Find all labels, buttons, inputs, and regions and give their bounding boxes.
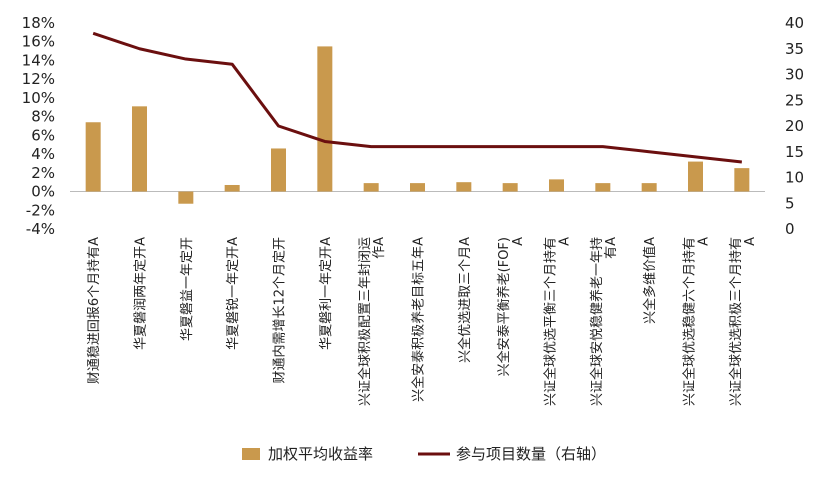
legend-swatch-bar: [242, 448, 260, 460]
left-axis-tick-label: -4%: [26, 220, 55, 238]
category-label: 兴证全球优选积极三个月持有 A: [728, 237, 758, 406]
category-label-line: 华夏磐润两年定开A: [134, 237, 149, 350]
category-label: 兴证全球积极配置三年封闭运 作A: [357, 237, 387, 406]
left-axis-tick-label: 12%: [22, 70, 55, 88]
category-label-line: 兴全优选进取三个月A: [457, 237, 473, 363]
category-label-line: 兴全安泰积极养老目标五年A: [411, 237, 427, 402]
category-label-line: 华夏磐益一年定开: [180, 237, 195, 341]
right-axis-tick-label: 0: [785, 220, 795, 238]
category-label: 兴证全球优选稳健六个月持有 A: [682, 237, 712, 406]
category-label: 兴证全球安悦稳健养老一年持 有A: [589, 237, 619, 406]
bar: [271, 148, 286, 192]
category-label-line: 兴证全球积极配置三年封闭运: [357, 237, 373, 406]
series-line: [92, 31, 742, 164]
legend: 加权平均收益率 参与项目数量（右轴）: [242, 445, 606, 463]
right-axis-tick-label: 25: [785, 91, 804, 109]
category-label-line: 兴证全球安悦稳健养老一年持: [589, 237, 605, 406]
category-label-line: 财通稳进回报6个月持有A: [86, 237, 102, 384]
category-label-line: 兴证全球优选稳健六个月持有: [682, 237, 698, 406]
left-axis-tick-label: 18%: [22, 14, 55, 32]
category-label: 财通稳进回报6个月持有A: [86, 237, 102, 384]
category-label: 华夏磐润两年定开A: [134, 237, 149, 350]
category-label: 兴证全球优选平衡三个月持有 A: [543, 237, 573, 406]
category-label-line: 作A: [372, 237, 387, 259]
left-axis-tick-label: 16%: [22, 33, 55, 51]
category-label: 兴全优选进取三个月A: [457, 237, 473, 363]
bar: [688, 161, 703, 192]
right-axis-tick-label: 20: [785, 117, 804, 135]
legend-label-bar: 加权平均收益率: [268, 445, 373, 463]
category-label: 华夏磐益一年定开: [180, 237, 195, 341]
left-axis-tick-label: 6%: [31, 126, 55, 144]
bar: [410, 183, 425, 192]
category-label: 华夏磐利一年定开A: [319, 237, 334, 350]
right-y-axis: 0 5 10 15 20 25 30 35 40: [785, 14, 804, 238]
category-label: 兴全安泰平衡养老(FOF) A: [496, 237, 526, 376]
right-axis-tick-label: 40: [785, 14, 804, 32]
bar: [317, 46, 333, 192]
bar: [363, 183, 379, 192]
category-label-line: 兴全安泰平衡养老(FOF): [496, 237, 512, 376]
category-label-line: A: [743, 237, 758, 246]
left-axis-tick-label: 0%: [31, 183, 55, 201]
left-y-axis: -4%-2%0%2%4%6%8%10%12%14%16%18%: [22, 14, 55, 238]
bar: [502, 183, 518, 192]
right-axis-tick-label: 35: [785, 40, 804, 58]
category-label-line: A: [558, 237, 573, 246]
category-label-line: 财通内需增长12个月定开: [272, 237, 288, 384]
right-axis-tick-label: 30: [785, 66, 804, 84]
bar: [456, 182, 472, 192]
right-axis-tick-label: 5: [785, 194, 795, 212]
left-axis-tick-label: 10%: [22, 89, 55, 107]
category-label-line: 兴全多维价值A: [642, 237, 658, 324]
line-series-project-count: [92, 31, 742, 164]
bar: [734, 168, 750, 192]
left-axis-tick-label: -2%: [26, 201, 55, 219]
right-axis-tick-label: 15: [785, 143, 804, 161]
category-label: 华夏磐锐一年定开A: [226, 237, 241, 350]
bar: [132, 106, 147, 192]
category-labels: 财通稳进回报6个月持有A 华夏磐润两年定开A 华夏磐益一年定开 华夏磐锐一年定开A 财通…: [86, 237, 758, 406]
category-label: 财通内需增长12个月定开: [272, 237, 288, 384]
bar: [549, 179, 564, 192]
bar: [595, 183, 611, 192]
bar: [641, 183, 657, 192]
category-label-line: 有A: [604, 237, 619, 259]
category-label-line: A: [697, 237, 712, 246]
bar: [224, 184, 240, 192]
category-label: 兴全多维价值A: [642, 237, 658, 324]
category-label: 兴全安泰积极养老目标五年A: [411, 237, 427, 402]
bar: [178, 191, 194, 204]
category-label-line: 兴证全球优选积极三个月持有: [728, 237, 744, 406]
left-axis-tick-label: 2%: [31, 164, 55, 182]
left-axis-tick-label: 4%: [31, 145, 55, 163]
left-axis-tick-label: 8%: [31, 108, 55, 126]
category-label-line: 华夏磐锐一年定开A: [226, 237, 241, 350]
category-label-line: 华夏磐利一年定开A: [319, 237, 334, 350]
legend-label-line: 参与项目数量（右轴）: [456, 445, 606, 463]
category-label-line: A: [511, 237, 526, 246]
category-label-line: 兴证全球优选平衡三个月持有: [543, 237, 559, 406]
left-axis-tick-label: 14%: [22, 51, 55, 69]
bar-series-weighted-return: [85, 46, 750, 204]
right-axis-tick-label: 10: [785, 169, 804, 187]
bar: [85, 122, 101, 192]
